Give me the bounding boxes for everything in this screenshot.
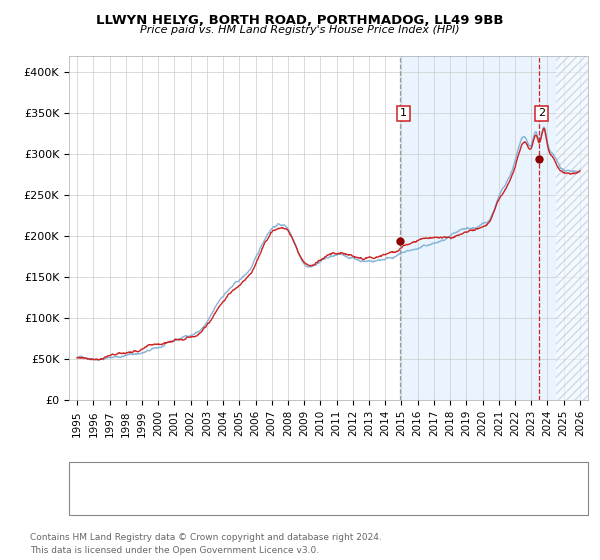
- Text: 3% ↓ HPI: 3% ↓ HPI: [336, 478, 388, 488]
- Text: Price paid vs. HM Land Registry's House Price Index (HPI): Price paid vs. HM Land Registry's House …: [140, 25, 460, 35]
- Text: 13-JUN-2023: 13-JUN-2023: [93, 494, 164, 505]
- Bar: [400, 56, 588, 400]
- Text: 2: 2: [538, 109, 545, 118]
- Text: LLWYN HELYG, BORTH ROAD, PORTHMADOG, LL49 9BB: LLWYN HELYG, BORTH ROAD, PORTHMADOG, LL4…: [96, 14, 504, 27]
- Text: 1: 1: [71, 478, 79, 488]
- Text: LLWYN HELYG, BORTH ROAD, PORTHMADOG, LL49 9BB (detached house): LLWYN HELYG, BORTH ROAD, PORTHMADOG, LL4…: [108, 471, 466, 481]
- Bar: [556, 56, 588, 400]
- Text: 1: 1: [400, 109, 407, 118]
- Text: 2: 2: [71, 494, 79, 505]
- Text: 5% ↑ HPI: 5% ↑ HPI: [336, 494, 388, 505]
- Text: £295,000: £295,000: [222, 494, 275, 505]
- Text: £195,000: £195,000: [222, 478, 275, 488]
- Text: Contains HM Land Registry data © Crown copyright and database right 2024.
This d: Contains HM Land Registry data © Crown c…: [30, 533, 382, 554]
- Text: 02-DEC-2014: 02-DEC-2014: [93, 478, 167, 488]
- Text: HPI: Average price, detached house, Gwynedd: HPI: Average price, detached house, Gwyn…: [108, 493, 335, 503]
